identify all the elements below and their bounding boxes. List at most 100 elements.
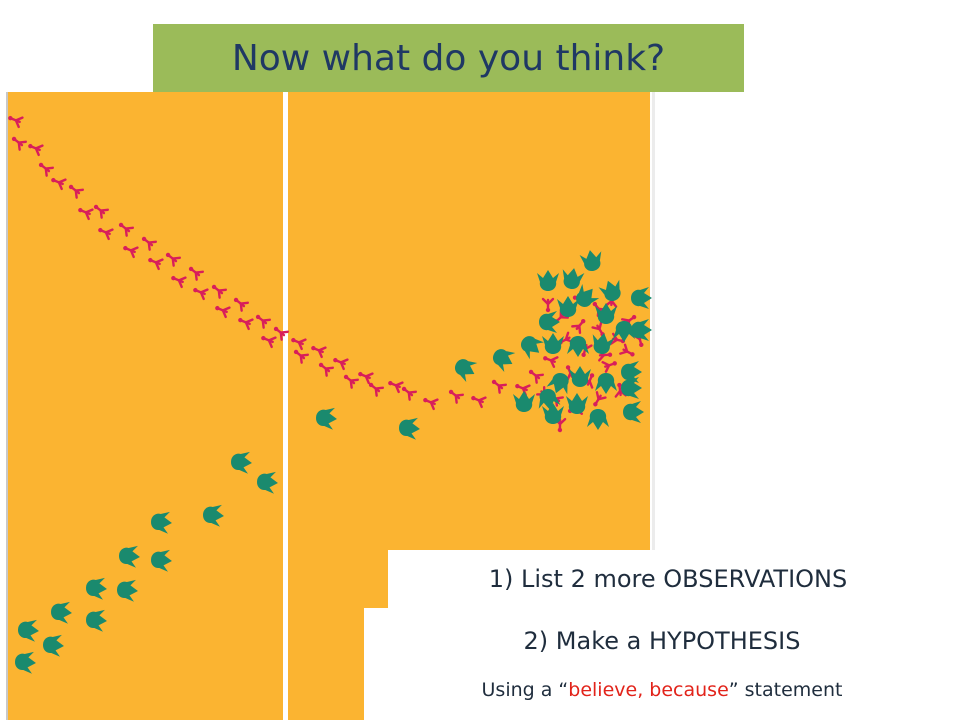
- large-footprint: [86, 577, 107, 600]
- slide-title: Now what do you think?: [231, 37, 666, 79]
- observations-box: 1) List 2 more OBSERVATIONS: [388, 550, 948, 608]
- large-footprint: [151, 511, 172, 534]
- hint-prefix: Using a “: [481, 679, 569, 701]
- small-footprint: [171, 275, 187, 289]
- small-footprint: [491, 379, 508, 394]
- small-footprint: [123, 245, 139, 259]
- small-footprint: [293, 349, 310, 364]
- large-footprint: [492, 349, 516, 373]
- large-footprint: [546, 372, 569, 395]
- small-footprint: [291, 337, 307, 351]
- large-footprint: [621, 361, 642, 383]
- small-footprint: [471, 395, 487, 409]
- large-footprint: [537, 270, 559, 291]
- large-footprints-trail: [15, 250, 652, 674]
- large-footprint: [119, 545, 140, 568]
- small-footprint: [423, 397, 439, 411]
- large-footprint: [51, 601, 72, 624]
- small-footprint: [601, 361, 617, 373]
- small-footprint: [238, 317, 254, 331]
- large-footprint: [557, 296, 579, 317]
- large-footprint: [86, 609, 107, 632]
- large-footprint: [592, 333, 615, 355]
- small-footprint: [273, 326, 290, 341]
- large-footprint: [623, 401, 644, 423]
- small-footprint: [78, 207, 94, 221]
- hypothesis-hint: Using a “believe, because” statement: [482, 679, 843, 701]
- small-footprint: [141, 236, 158, 251]
- large-footprint: [566, 393, 588, 414]
- small-footprint: [211, 284, 228, 299]
- large-footprint: [631, 319, 652, 341]
- small-footprint: [401, 386, 418, 401]
- small-footprint: [448, 389, 465, 404]
- small-footprint: [358, 371, 374, 385]
- small-footprint: [591, 321, 605, 337]
- small-footprint: [541, 297, 555, 313]
- small-footprint: [619, 343, 635, 357]
- hint-suffix: ” statement: [728, 679, 843, 701]
- title-banner: Now what do you think?: [153, 24, 744, 92]
- large-footprint: [203, 504, 224, 527]
- large-footprint: [538, 388, 561, 410]
- large-footprint: [231, 451, 252, 474]
- small-footprint: [8, 115, 24, 129]
- hypothesis-box: 2) Make a HYPOTHESIS Using a “believe, b…: [364, 608, 960, 720]
- small-footprint: [215, 305, 231, 319]
- small-footprint: [528, 369, 545, 384]
- large-footprint: [520, 336, 544, 360]
- small-footprint: [515, 383, 531, 397]
- large-footprint: [595, 303, 617, 324]
- small-footprint: [318, 362, 335, 377]
- large-footprint: [621, 377, 642, 399]
- small-footprint: [543, 356, 559, 368]
- large-footprint: [15, 651, 36, 674]
- large-footprint: [631, 287, 652, 309]
- small-footprint: [193, 287, 209, 301]
- large-footprint: [539, 311, 560, 333]
- small-footprint: [571, 318, 586, 335]
- large-footprint: [151, 549, 172, 572]
- large-footprint: [613, 321, 635, 342]
- large-footprint: [316, 407, 337, 430]
- large-footprint: [542, 403, 564, 424]
- large-footprint: [513, 391, 535, 412]
- observations-instruction: 1) List 2 more OBSERVATIONS: [488, 565, 848, 593]
- large-footprint: [562, 268, 585, 290]
- large-footprint: [579, 250, 602, 272]
- small-footprint: [388, 380, 404, 394]
- small-footprint: [118, 222, 135, 237]
- small-footprint: [11, 136, 28, 151]
- large-footprint: [43, 634, 64, 657]
- small-footprint: [93, 204, 110, 219]
- panel-edge: [652, 92, 655, 720]
- large-footprint: [595, 373, 617, 394]
- hint-keywords: believe, because: [568, 679, 729, 701]
- small-footprint: [28, 143, 44, 157]
- large-footprint: [399, 417, 420, 440]
- small-footprint: [148, 257, 164, 271]
- small-footprint: [233, 297, 250, 312]
- large-footprint: [576, 284, 600, 308]
- large-footprint: [117, 579, 138, 602]
- hypothesis-instruction: 2) Make a HYPOTHESIS: [523, 627, 801, 655]
- large-footprint: [542, 333, 564, 354]
- small-footprint: [311, 345, 327, 359]
- small-footprint: [343, 374, 360, 389]
- large-footprint: [18, 619, 39, 642]
- large-footprint: [257, 471, 278, 494]
- small-footprint: [255, 314, 272, 329]
- small-footprint: [593, 391, 607, 407]
- large-footprint: [454, 359, 478, 383]
- small-footprint: [165, 252, 182, 267]
- small-footprint: [98, 227, 114, 241]
- small-footprint: [51, 177, 67, 191]
- large-footprint: [598, 279, 621, 302]
- small-footprint: [333, 357, 349, 371]
- small-footprint: [68, 184, 85, 199]
- small-footprint: [38, 162, 55, 177]
- small-footprint: [261, 335, 277, 349]
- small-footprint: [188, 266, 205, 281]
- large-footprint: [567, 336, 589, 357]
